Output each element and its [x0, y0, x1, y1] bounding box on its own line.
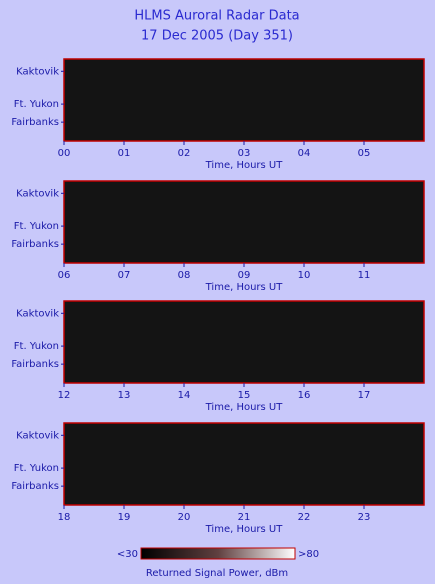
x-tick-label: 18 — [58, 512, 71, 523]
x-axis-label: Time, Hours UT — [205, 282, 284, 293]
x-tick-label: 22 — [298, 512, 311, 523]
x-tick-label: 11 — [358, 270, 371, 281]
heatmap-panel — [63, 180, 425, 264]
x-axis-label: Time, Hours UT — [205, 160, 284, 171]
x-tick-label: 10 — [298, 270, 311, 281]
y-label: Fairbanks — [11, 481, 59, 492]
heatmap-panel — [63, 300, 425, 384]
x-tick-label: 03 — [238, 148, 251, 159]
title: HLMS Auroral Radar Data — [134, 9, 299, 24]
x-axis-label: Time, Hours UT — [205, 524, 284, 535]
x-tick-label: 20 — [178, 512, 191, 523]
x-tick-label: 14 — [178, 390, 191, 401]
colorbar-label: Returned Signal Power, dBm — [146, 568, 288, 579]
x-tick-label: 15 — [238, 390, 251, 401]
x-tick-label: 12 — [58, 390, 71, 401]
y-label: Kaktovik — [16, 188, 59, 199]
x-tick-label: 21 — [238, 512, 251, 523]
y-label: Kaktovik — [16, 308, 59, 319]
y-label: Fairbanks — [11, 239, 59, 250]
y-label: Kaktovik — [16, 66, 59, 77]
y-label: Fairbanks — [11, 117, 59, 128]
x-tick-label: 06 — [58, 270, 71, 281]
y-label: Kaktovik — [16, 430, 59, 441]
heatmap-panel — [63, 422, 425, 506]
y-label: Fairbanks — [11, 359, 59, 370]
x-tick-label: 23 — [358, 512, 371, 523]
x-tick-label: 17 — [358, 390, 371, 401]
heatmap-panel — [63, 58, 425, 142]
x-tick-label: 05 — [358, 148, 371, 159]
x-tick-label: 00 — [58, 148, 71, 159]
y-label: Ft. Yukon — [14, 221, 59, 232]
x-tick-label: 07 — [118, 270, 131, 281]
y-label: Ft. Yukon — [14, 99, 59, 110]
colorbar-min: <30 — [117, 549, 138, 560]
colorbar — [140, 547, 296, 560]
x-tick-label: 08 — [178, 270, 191, 281]
x-tick-label: 04 — [298, 148, 311, 159]
x-tick-label: 16 — [298, 390, 311, 401]
y-label: Ft. Yukon — [14, 463, 59, 474]
x-tick-label: 01 — [118, 148, 131, 159]
x-tick-label: 02 — [178, 148, 191, 159]
x-tick-label: 19 — [118, 512, 131, 523]
subtitle: 17 Dec 2005 (Day 351) — [141, 29, 293, 44]
x-tick-label: 09 — [238, 270, 251, 281]
x-tick-label: 13 — [118, 390, 131, 401]
colorbar-max: >80 — [298, 549, 319, 560]
x-axis-label: Time, Hours UT — [205, 402, 284, 413]
y-label: Ft. Yukon — [14, 341, 59, 352]
